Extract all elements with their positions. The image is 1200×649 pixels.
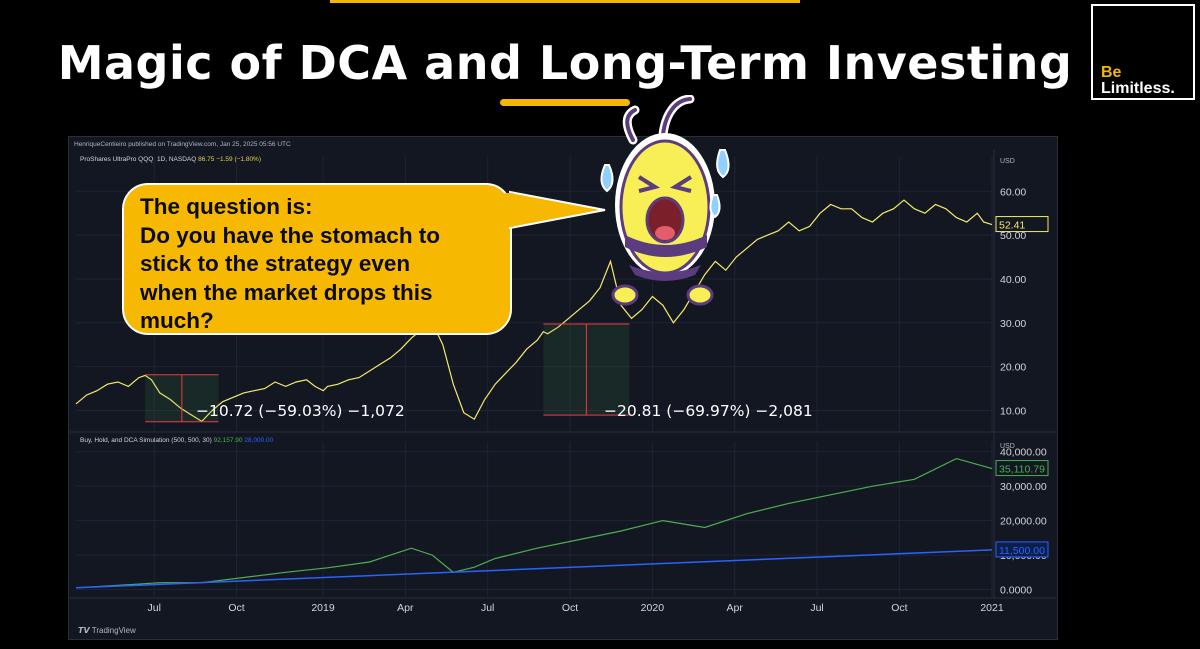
drawdown-annotation-2: −20.81 (−69.97%) −2,081	[604, 402, 813, 420]
x-tick-label: 2021	[980, 602, 1004, 614]
invested-line	[75, 549, 993, 589]
currency-label: USD	[1000, 443, 1015, 450]
currency-label: USD	[1000, 158, 1015, 165]
last-value-label: 35,110.79	[999, 464, 1045, 476]
speech-bubble: The question is: Do you have the stomach…	[122, 183, 512, 335]
logo-word: Limitless	[1101, 80, 1171, 97]
dca-legend-value-2: 28,000.00	[244, 437, 274, 444]
last-value-label: 52.41	[999, 220, 1025, 232]
x-tick-label: 2019	[311, 602, 335, 614]
y-tick-label: 40,000.00	[1000, 447, 1047, 459]
title-underline	[500, 99, 630, 106]
x-tick-label: 2020	[641, 602, 665, 614]
x-tick-label: Jul	[810, 602, 823, 614]
drawdown-annotation-1: −10.72 (−59.03%) −1,072	[196, 402, 405, 420]
speech-bubble-text: The question is: Do you have the stomach…	[140, 194, 441, 333]
price-legend-value: 86.75 −1.59 (−1.80%)	[198, 156, 262, 163]
x-tick-label: Oct	[562, 602, 578, 614]
tradingview-label: TradingView	[91, 626, 136, 635]
page-title: Magic of DCA and Long-Term Investing	[57, 36, 1073, 90]
price-series-line	[75, 199, 993, 423]
y-tick-label: 30.00	[1000, 318, 1026, 330]
dca-value-line	[75, 457, 993, 589]
publisher-credit: HenriqueCentieiro published on TradingVi…	[74, 141, 291, 148]
dca-legend-value-1: 92,157.90	[213, 437, 243, 444]
speech-bubble-tail	[505, 190, 606, 230]
price-legend-name: ProShares UltraPro QQQ, 1D, NASDAQ	[80, 156, 197, 163]
y-tick-label: 20,000.00	[1000, 516, 1047, 528]
x-tick-label: Jul	[481, 602, 494, 614]
y-tick-label: 50.00	[1000, 230, 1026, 242]
x-tick-label: Oct	[891, 602, 907, 614]
y-tick-label: 0.0000	[1000, 585, 1032, 597]
logo-line-1: Be	[1101, 64, 1122, 81]
dca-legend-name: Buy, Hold, and DCA Simulation (500, 500,…	[80, 437, 212, 444]
last-value-label: 11,500.00	[999, 545, 1045, 557]
x-tick-label: Oct	[228, 602, 244, 614]
last-value-badge	[995, 460, 1049, 477]
x-tick-label: Apr	[727, 602, 744, 614]
logo-line-2: Limitless.	[1101, 80, 1175, 98]
dca-legend: Buy, Hold, and DCA Simulation (500, 500,…	[80, 437, 273, 444]
crying-bee-sticker	[600, 95, 730, 306]
y-tick-label: 40.00	[1000, 274, 1026, 286]
y-tick-label: 20.00	[1000, 362, 1026, 374]
x-tick-label: Apr	[397, 602, 414, 614]
price-legend: ProShares UltraPro QQQ, 1D, NASDAQ 86.75…	[80, 156, 261, 163]
last-value-badge	[995, 216, 1049, 233]
brand-logo: Be Limitless.	[1091, 4, 1195, 100]
tradingview-logo-icon: 𝙏𝙑	[78, 626, 90, 635]
y-tick-label: 30,000.00	[1000, 481, 1047, 493]
tradingview-brand: 𝙏𝙑 TradingView	[78, 626, 136, 635]
y-tick-label: 60.00	[1000, 186, 1026, 198]
x-tick-label: Jul	[148, 602, 161, 614]
logo-dot: .	[1170, 80, 1175, 97]
top-accent-bar	[330, 0, 800, 3]
last-value-badge	[995, 541, 1049, 558]
y-tick-label: 10.00	[1000, 405, 1026, 417]
